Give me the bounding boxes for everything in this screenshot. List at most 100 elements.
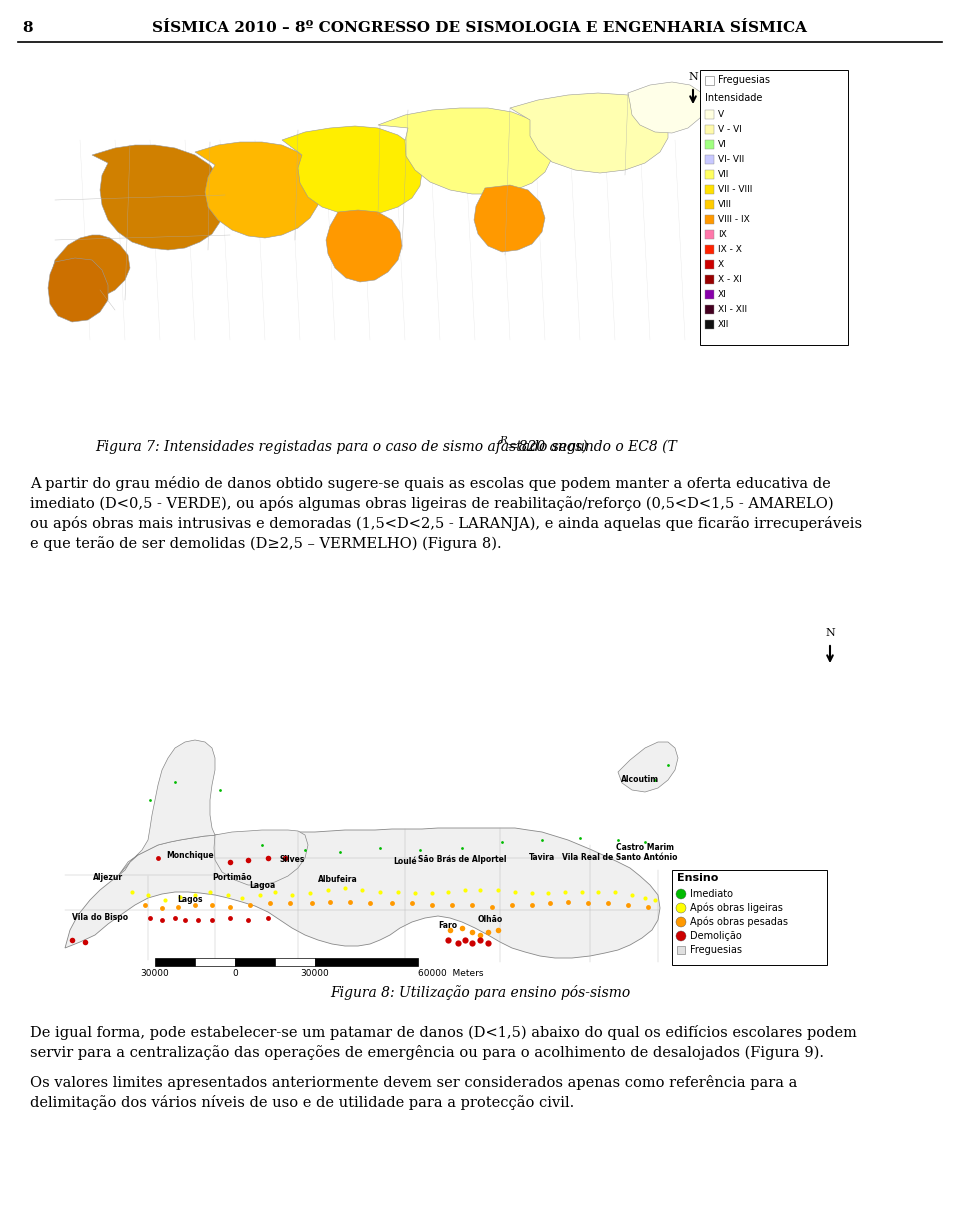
Bar [705,304,714,314]
Text: Loulé: Loulé [394,858,417,866]
Text: Portimão: Portimão [212,873,252,883]
Circle shape [676,932,686,941]
Polygon shape [92,146,225,250]
Text: Os valores limites apresentados anteriormente devem ser considerados apenas como: Os valores limites apresentados anterior… [30,1075,798,1090]
Text: Lagoa: Lagoa [249,881,276,889]
Text: Monchique: Monchique [166,850,214,860]
Text: VI- VII: VI- VII [718,155,744,164]
Text: Figura 7: Intensidades registadas para o caso de sismo afastado segundo o EC8 (T: Figura 7: Intensidades registadas para o… [95,440,677,455]
Bar [195,958,235,966]
Bar [705,125,714,133]
Text: servir para a centralização das operações de emergência ou para o acolhimento de: servir para a centralização das operaçõe… [30,1046,824,1060]
Text: Intensidade: Intensidade [705,93,762,103]
Text: ou após obras mais intrusivas e demoradas (1,5<D<2,5 - LARANJA), e ainda aquelas: ou após obras mais intrusivas e demorada… [30,516,862,531]
Text: VII - VIII: VII - VIII [718,186,753,194]
Text: SÍSMICA 2010 – 8º CONGRESSO DE SISMOLOGIA E ENGENHARIA SÍSMICA: SÍSMICA 2010 – 8º CONGRESSO DE SISMOLOGI… [153,21,807,35]
Bar [677,946,685,953]
Bar [700,70,848,344]
Text: 60000  Meters: 60000 Meters [418,969,484,978]
Bar [705,245,714,254]
Text: A partir do grau médio de danos obtido sugere-se quais as escolas que podem mant: A partir do grau médio de danos obtido s… [30,475,830,491]
Polygon shape [214,830,308,885]
Text: XI: XI [718,290,727,298]
Text: XII: XII [718,320,730,329]
Polygon shape [474,186,545,252]
Text: IX: IX [718,230,727,239]
Text: Albufeira: Albufeira [318,876,358,884]
Text: VIII - IX: VIII - IX [718,215,750,224]
Text: 8: 8 [22,21,33,35]
Text: VII: VII [718,170,730,180]
Text: V: V [718,110,724,119]
Bar [235,958,275,966]
Bar [705,260,714,269]
Polygon shape [195,142,320,238]
Bar [705,290,714,298]
Text: imediato (D<0,5 - VERDE), ou após algumas obras ligeiras de reabilitação/reforço: imediato (D<0,5 - VERDE), ou após alguma… [30,496,833,511]
Polygon shape [510,93,668,173]
Text: 30000: 30000 [300,969,329,978]
Bar [42,617,840,968]
Circle shape [676,902,686,913]
Text: São Brás de Alportel: São Brás de Alportel [418,855,506,865]
Text: Aljezur: Aljezur [93,873,123,883]
Bar [315,958,418,966]
Polygon shape [618,742,678,792]
Polygon shape [48,258,108,321]
Text: IX - X: IX - X [718,245,742,254]
Text: delimitação dos vários níveis de uso e de utilidade para a protecção civil.: delimitação dos vários níveis de uso e d… [30,1095,574,1110]
Bar [705,230,714,239]
Text: e que terão de ser demolidas (D≥2,5 – VERMELHO) (Figura 8).: e que terão de ser demolidas (D≥2,5 – VE… [30,536,502,551]
Text: 0: 0 [232,969,238,978]
Circle shape [676,889,686,899]
Text: R: R [499,435,507,445]
Text: Após obras ligeiras: Após obras ligeiras [690,902,782,913]
Bar [705,76,714,85]
Bar [155,958,195,966]
Polygon shape [65,828,660,958]
Text: =820 anos): =820 anos) [507,440,588,454]
Bar [672,870,827,966]
Text: N: N [826,628,835,638]
Bar [705,110,714,119]
Text: Vila Real de Santo António: Vila Real de Santo António [563,854,678,862]
Text: Castro Marim: Castro Marim [616,843,674,853]
Text: 30000: 30000 [140,969,169,978]
Bar [705,275,714,284]
Text: Olhão: Olhão [477,916,503,924]
Polygon shape [378,108,552,194]
Circle shape [676,917,686,927]
Text: De igual forma, pode estabelecer-se um patamar de danos (D<1,5) abaixo do qual o: De igual forma, pode estabelecer-se um p… [30,1025,857,1040]
Text: XI - XII: XI - XII [718,304,747,314]
Text: X: X [718,260,724,269]
Bar [705,139,714,149]
Bar [705,155,714,164]
Bar [705,186,714,194]
Polygon shape [628,82,705,133]
Bar [705,215,714,224]
Text: Após obras pesadas: Após obras pesadas [690,917,788,927]
Text: Tavira: Tavira [529,854,555,862]
Polygon shape [282,126,422,215]
Text: Imediato: Imediato [690,889,733,899]
Text: VI: VI [718,139,727,149]
Text: Faro: Faro [439,921,458,929]
Text: Freguesias: Freguesias [690,945,742,955]
Text: Silves: Silves [279,855,304,865]
Bar [705,200,714,209]
Text: Lagos: Lagos [178,895,203,905]
Bar [275,958,315,966]
Text: V - VI: V - VI [718,125,742,133]
Text: VIII: VIII [718,200,732,209]
Text: X - XI: X - XI [718,275,742,284]
Polygon shape [326,210,402,281]
Bar [705,170,714,180]
Text: Figura 8: Utilização para ensino pós-sismo: Figura 8: Utilização para ensino pós-sis… [330,985,630,1000]
Text: N: N [688,72,698,82]
Bar [705,320,714,329]
Polygon shape [118,740,218,876]
Polygon shape [52,235,130,300]
Text: Alcoutim: Alcoutim [621,775,660,785]
Bar [42,55,660,429]
Text: Demolição: Demolição [690,932,742,941]
